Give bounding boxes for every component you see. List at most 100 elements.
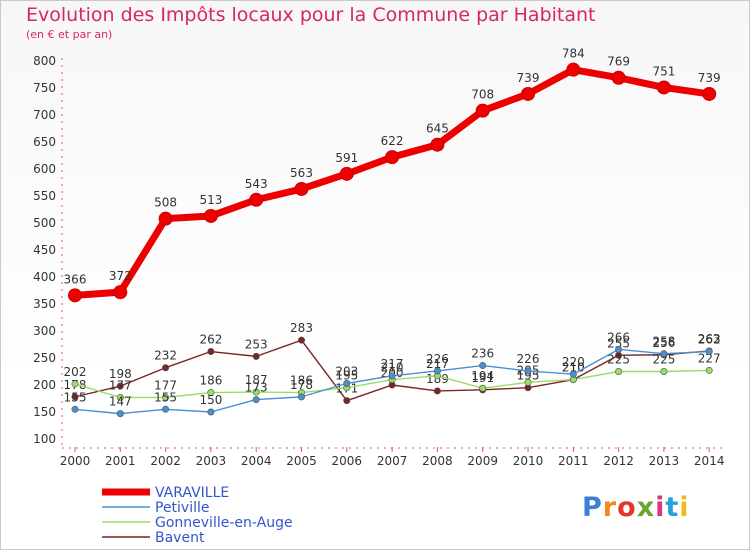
data-label: 236 <box>471 347 494 361</box>
data-point <box>158 211 173 226</box>
y-tick-label: 650 <box>33 135 56 149</box>
data-point <box>615 367 623 375</box>
data-point <box>116 410 124 418</box>
data-label: 226 <box>517 352 540 366</box>
x-tick-label: 2006 <box>332 454 363 468</box>
data-point <box>113 285 128 300</box>
data-point <box>660 350 668 358</box>
data-point <box>203 208 218 223</box>
data-label: 195 <box>335 369 358 383</box>
data-point <box>252 352 260 360</box>
data-point <box>207 389 215 397</box>
data-label: 262 <box>199 333 222 347</box>
x-tick-label: 2002 <box>150 454 181 468</box>
data-point <box>524 378 532 386</box>
data-label: 255 <box>607 336 630 350</box>
data-point <box>71 405 79 413</box>
data-label: 513 <box>199 193 222 207</box>
y-tick-label: 750 <box>33 81 56 95</box>
legend-label: Petiville <box>155 500 210 516</box>
data-point <box>433 367 441 375</box>
data-label: 202 <box>64 365 87 379</box>
data-point <box>479 384 487 392</box>
data-label: 155 <box>154 390 177 404</box>
data-label: 266 <box>607 330 630 344</box>
data-point <box>252 388 260 396</box>
data-point <box>388 372 396 380</box>
data-label: 232 <box>154 349 177 363</box>
data-point <box>343 397 351 405</box>
y-tick-label: 500 <box>33 216 56 230</box>
data-label: 186 <box>199 374 222 388</box>
data-label: 217 <box>381 357 404 371</box>
data-point <box>162 364 170 372</box>
data-label: 256 <box>652 336 675 350</box>
data-label: 220 <box>562 355 585 369</box>
data-point <box>207 408 215 416</box>
data-label: 253 <box>245 337 268 351</box>
data-label: 622 <box>381 134 404 148</box>
data-label: 186 <box>290 374 313 388</box>
data-label: 198 <box>109 367 132 381</box>
series-line-VARAVILLE <box>74 66 710 299</box>
x-tick-label: 2011 <box>558 454 589 468</box>
data-label: 784 <box>562 47 585 61</box>
data-label: 366 <box>64 272 87 286</box>
data-label: 194 <box>471 369 494 383</box>
data-point <box>252 396 260 404</box>
data-label: 591 <box>335 151 358 165</box>
data-point <box>71 393 79 401</box>
x-tick-label: 2003 <box>196 454 227 468</box>
data-label: 177 <box>109 378 132 392</box>
data-label: 187 <box>245 373 268 387</box>
data-label: 147 <box>109 395 132 409</box>
data-point <box>705 366 713 374</box>
data-point <box>162 405 170 413</box>
data-label: 372 <box>109 269 132 283</box>
x-tick-label: 2010 <box>513 454 544 468</box>
data-label: 225 <box>607 353 630 367</box>
x-tick-label: 2000 <box>60 454 91 468</box>
data-label: 543 <box>245 177 268 191</box>
data-point <box>297 393 305 401</box>
y-tick-label: 450 <box>33 243 56 257</box>
data-point <box>71 380 79 388</box>
data-point <box>68 288 82 303</box>
data-point <box>521 86 535 101</box>
data-point <box>660 367 668 375</box>
y-tick-label: 800 <box>33 54 56 68</box>
legend-label: Bavent <box>155 530 205 546</box>
y-tick-label: 300 <box>33 324 56 338</box>
data-point <box>566 62 581 77</box>
chart-subtitle: (en € et par an) <box>26 28 113 41</box>
data-point <box>339 166 354 181</box>
data-point <box>656 80 671 95</box>
chart-title: Evolution des Impôts locaux pour la Comm… <box>26 4 596 26</box>
data-label: 258 <box>652 335 675 349</box>
data-label: 751 <box>652 64 675 78</box>
legend-label: Gonneville-en-Auge <box>155 515 293 531</box>
data-label: 739 <box>517 71 540 85</box>
x-tick-label: 2001 <box>105 454 136 468</box>
data-label: 739 <box>698 71 721 85</box>
data-label: 173 <box>245 381 268 395</box>
y-tick-label: 600 <box>33 162 56 176</box>
data-label: 191 <box>471 371 494 385</box>
y-tick-label: 200 <box>33 378 56 392</box>
data-point <box>433 387 441 395</box>
x-tick-label: 2007 <box>377 454 408 468</box>
data-label: 195 <box>517 369 540 383</box>
data-point <box>343 379 351 387</box>
data-label: 283 <box>290 321 313 335</box>
data-label: 155 <box>64 390 87 404</box>
data-point <box>705 348 713 356</box>
data-point <box>615 345 623 353</box>
data-point <box>479 362 487 370</box>
data-point <box>207 348 215 356</box>
data-point <box>430 137 445 152</box>
data-label: 769 <box>607 55 630 69</box>
data-label: 262 <box>698 333 721 347</box>
data-point <box>611 70 626 85</box>
y-tick-label: 250 <box>33 351 56 365</box>
